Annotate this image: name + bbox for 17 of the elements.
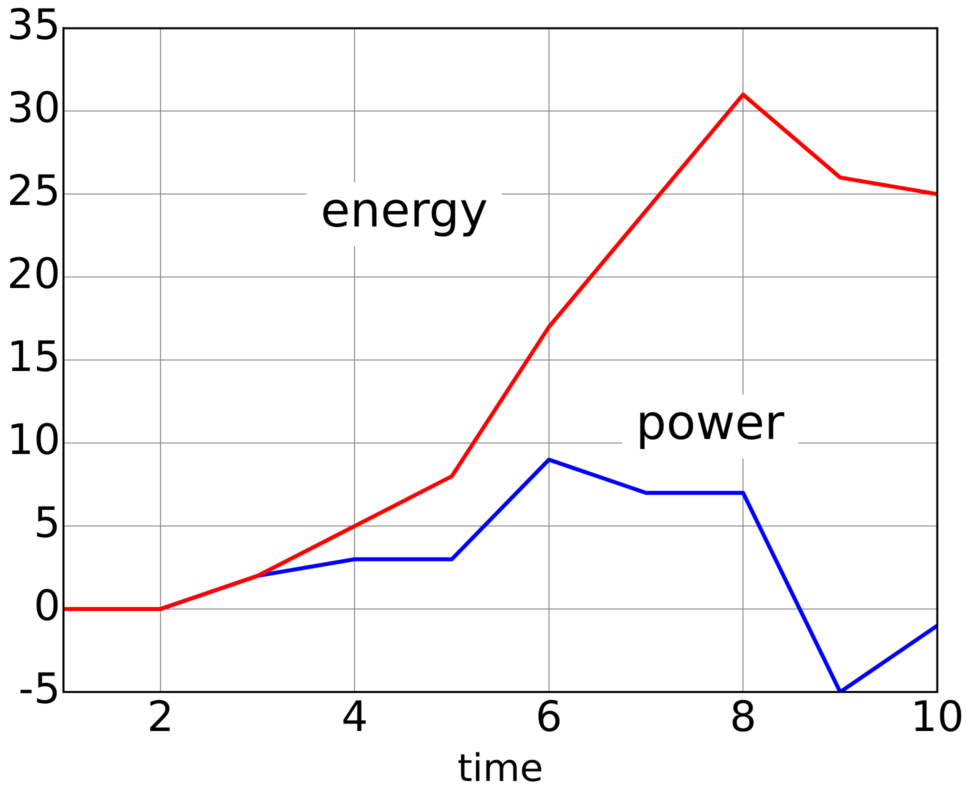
x-tick-label: 4 [341, 692, 368, 742]
series-label: power [636, 394, 785, 451]
y-tick-label: -5 [18, 664, 60, 713]
y-tick-label: 5 [34, 498, 60, 547]
y-tick-label: 30 [6, 83, 60, 132]
y-tick-label: 15 [6, 332, 60, 382]
y-tick-label: 25 [6, 166, 60, 216]
x-tick-label: 6 [536, 692, 562, 742]
y-tick-label: 0 [34, 580, 60, 630]
y-tick-label: 35 [6, 0, 60, 50]
x-axis-title: time [457, 746, 544, 790]
x-tick-label: 2 [147, 692, 174, 742]
text: energy [320, 182, 488, 239]
y-tick-label: 20 [6, 249, 60, 298]
y-tick-label: 10 [6, 414, 60, 464]
x-tick-label: 10 [910, 692, 964, 742]
x-tick-label: 8 [730, 692, 756, 742]
